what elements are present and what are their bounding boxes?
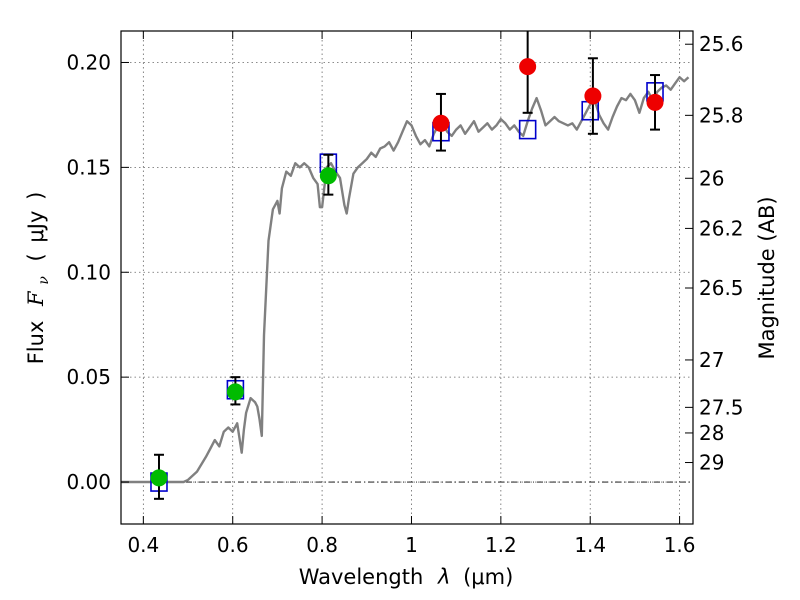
photometry-point <box>226 383 244 401</box>
x-tick-label: 1.2 <box>485 533 517 557</box>
plot-frame <box>120 30 694 525</box>
photometry-point <box>646 93 664 111</box>
mag-tick-label: 29 <box>699 451 724 475</box>
photometry-point <box>584 87 602 105</box>
x-axis-unit: (μm) <box>463 565 513 589</box>
model-photometry-square <box>518 119 537 140</box>
y-tick-label: 0.20 <box>66 50 111 74</box>
y-tick-label: 0.00 <box>66 470 111 494</box>
y-axis-unit-open: ( <box>24 253 48 261</box>
errorbar-layer <box>150 31 664 500</box>
sed-model-line <box>121 76 690 484</box>
mag-tick-label: 26.5 <box>699 276 744 300</box>
x-axis-title: Wavelength λ (μm) <box>299 565 514 589</box>
y-axis-title: Flux F ν ( μJy ) <box>24 192 53 365</box>
photometry-point <box>150 469 168 487</box>
x-tick-label: 1.6 <box>664 533 696 557</box>
y-tick-label: 0.15 <box>66 155 111 179</box>
y-tick-label: 0.05 <box>66 365 111 389</box>
mag-tick-label: 27.5 <box>699 395 744 419</box>
ticks: 0.4 0.6 0.8 1 1.2 1.4 1.6 0.00 0.05 0.10 0.15 0.20 2… <box>66 31 744 557</box>
x-tick-label: 1 <box>405 533 418 557</box>
y-axis-symbol: F <box>24 290 48 307</box>
x-tick-label: 0.8 <box>306 533 338 557</box>
photometry-point <box>319 167 337 185</box>
y-axis-unit: μJy <box>24 211 48 243</box>
photometry-point <box>519 58 537 76</box>
right-axis-title: Magnitude (AB) <box>755 196 779 359</box>
mag-tick-label: 26.2 <box>699 216 744 240</box>
mag-tick-label: 28 <box>699 421 724 445</box>
x-tick-label: 0.4 <box>127 533 159 557</box>
mag-tick-label: 25.6 <box>699 32 744 56</box>
x-axis-symbol: λ <box>437 565 450 589</box>
mag-tick-label: 25.8 <box>699 103 744 127</box>
y-axis-unit-close: ) <box>24 192 48 200</box>
x-tick-label: 1.4 <box>574 533 606 557</box>
y-tick-label: 0.10 <box>66 260 111 284</box>
plot-background <box>121 31 693 524</box>
photometry-point <box>432 114 450 132</box>
y-axis-title-text: Flux <box>24 321 48 365</box>
mag-tick-label: 27 <box>699 348 724 372</box>
mag-tick-label: 26 <box>699 166 724 190</box>
x-tick-label: 0.6 <box>217 533 249 557</box>
grid <box>121 31 693 524</box>
y-axis-subscript: ν <box>36 276 52 285</box>
x-axis-title-text: Wavelength <box>299 565 424 589</box>
